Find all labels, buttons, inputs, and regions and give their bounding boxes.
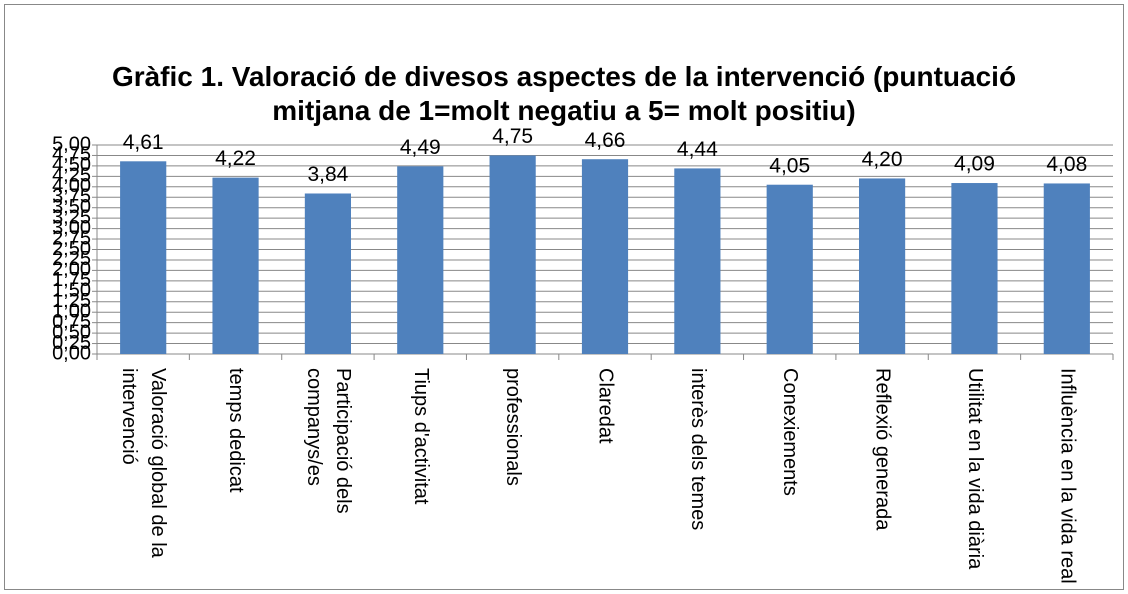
y-tick-label: 0,25 [52, 332, 91, 354]
x-tick-label: Influència en la vida real [1056, 368, 1079, 584]
y-tick-label: 4,00 [52, 175, 91, 197]
y-tick-label: 0,00 [52, 342, 91, 364]
y-tick-label: 2,00 [52, 259, 91, 281]
y-tick-label: 4,50 [52, 154, 91, 176]
y-tick-label: 2,75 [52, 227, 91, 249]
data-label: 4,09 [954, 153, 995, 176]
bar [581, 159, 629, 354]
data-label: 4,49 [400, 136, 441, 159]
y-tick-label: 1,50 [52, 280, 91, 302]
x-tick-label: Conexiements [779, 368, 802, 496]
data-label: 3,84 [307, 163, 348, 186]
y-tick-label: 1,75 [52, 269, 91, 291]
y-tick-label: 3,25 [52, 206, 91, 228]
y-tick-label: 3,00 [52, 217, 91, 239]
bar [951, 183, 998, 354]
y-tick-label: 1,25 [52, 290, 91, 312]
bar [212, 177, 259, 354]
bar [1043, 183, 1090, 354]
bar [859, 178, 906, 354]
x-tick-label: temps dedicat [225, 368, 248, 493]
data-label: 4,08 [1046, 153, 1087, 176]
y-tick-label: 0,50 [52, 321, 91, 343]
x-tick-label: professionals [502, 368, 525, 486]
y-tick-label: 2,25 [52, 248, 91, 270]
x-tick-label: Utilitat en la vida diària [963, 368, 986, 570]
data-label: 4,05 [769, 154, 810, 177]
x-tick-label: Claredat [594, 368, 617, 444]
x-tick-label: interès dels temes [686, 368, 709, 531]
y-tick-label: 3,50 [52, 196, 91, 218]
chart-border [4, 4, 1124, 590]
data-label: 4,75 [492, 125, 533, 148]
y-tick-label: 5,00 [52, 133, 91, 155]
y-tick-label: 3,75 [52, 186, 91, 208]
bar [397, 166, 444, 354]
chart-title: Gràfic 1. Valoració de divesos aspectes … [111, 61, 1017, 126]
data-label: 4,44 [677, 138, 718, 161]
bar [489, 155, 536, 354]
x-tick-label: Valoració global de la intervenció [118, 368, 170, 558]
y-tick-label: 4,25 [52, 165, 91, 187]
bar [120, 161, 167, 354]
y-tick-label: 0,75 [52, 311, 91, 333]
data-label: 4,66 [585, 129, 626, 152]
x-tick-label: Tiups d'activitat [409, 368, 432, 505]
data-label: 4,20 [862, 148, 903, 171]
y-tick-label: 2,50 [52, 238, 91, 260]
bar [304, 193, 351, 354]
data-label: 4,61 [123, 131, 164, 154]
data-label: 4,22 [215, 147, 256, 170]
x-tick-label: Reflexió generada [871, 368, 894, 531]
bar [674, 168, 721, 354]
y-tick-label: 4,75 [52, 144, 91, 166]
y-tick-label: 1,00 [52, 300, 91, 322]
x-tick-label: Participació dels companys/es [302, 368, 354, 514]
bar [766, 184, 813, 354]
